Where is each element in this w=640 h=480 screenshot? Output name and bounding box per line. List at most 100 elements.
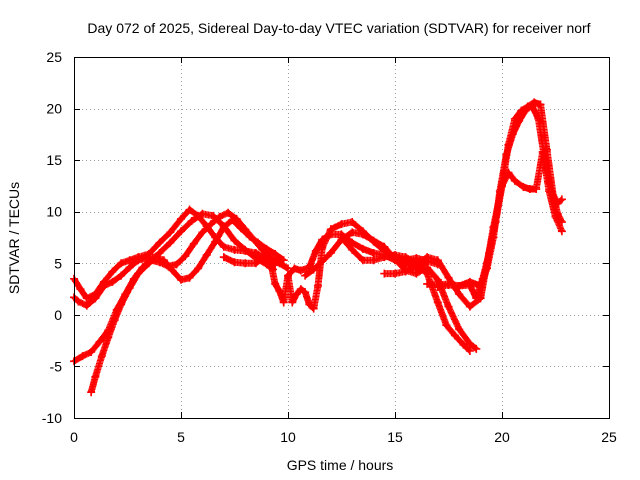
data-point <box>82 294 91 303</box>
data-point <box>478 274 487 283</box>
data-point <box>301 288 310 297</box>
series-track-4 <box>87 209 278 397</box>
data-point <box>358 256 367 265</box>
y-axis-label: SDTVAR / TECUs <box>6 182 22 294</box>
data-point <box>284 271 292 280</box>
data-point <box>209 211 218 220</box>
data-point <box>117 259 126 268</box>
data-point <box>485 248 494 257</box>
data-point <box>380 242 389 251</box>
data-point <box>177 275 185 284</box>
data-point <box>337 233 346 242</box>
data-point <box>305 300 314 309</box>
data-point <box>401 267 410 276</box>
data-point <box>504 140 513 149</box>
data-point <box>108 277 117 286</box>
data-point <box>198 209 207 218</box>
data-point <box>177 214 185 223</box>
data-point <box>185 273 194 282</box>
y-axis: -10 -5 0 5 10 15 20 25 <box>42 49 609 426</box>
data-point <box>465 346 474 355</box>
data-point <box>82 301 91 310</box>
data-point <box>296 285 305 294</box>
data-point <box>369 256 378 265</box>
data-point <box>249 235 258 244</box>
data-point <box>219 253 228 262</box>
data-point <box>455 281 464 290</box>
data-point <box>391 251 399 260</box>
data-points <box>70 98 566 397</box>
data-point <box>523 102 532 111</box>
x-tick-label: 5 <box>177 429 185 445</box>
data-point <box>442 321 451 330</box>
grid-lines <box>74 57 609 418</box>
data-point <box>309 265 318 274</box>
data-point <box>87 347 96 356</box>
y-tick-label: 10 <box>46 204 62 220</box>
data-point <box>288 298 297 307</box>
data-point <box>230 236 239 245</box>
data-point <box>326 248 335 257</box>
data-point <box>76 285 85 294</box>
data-point <box>99 281 108 290</box>
data-point <box>181 252 190 261</box>
data-point <box>189 239 198 248</box>
data-point <box>258 254 267 263</box>
data-point <box>198 228 207 237</box>
x-tick-label: 10 <box>280 429 296 445</box>
data-point <box>472 344 481 353</box>
series-track-11 <box>433 98 566 303</box>
data-point <box>337 220 346 229</box>
data-point <box>542 145 551 154</box>
data-point <box>380 269 389 278</box>
data-point <box>104 333 113 342</box>
plot-frame <box>74 57 610 419</box>
data-point <box>549 192 558 201</box>
data-point <box>211 237 220 246</box>
data-point <box>275 287 284 296</box>
data-point <box>412 269 421 278</box>
data-point <box>262 251 271 260</box>
x-tick-label: 15 <box>387 429 403 445</box>
data-point <box>241 245 250 254</box>
data-point <box>423 253 432 262</box>
data-point <box>230 258 239 267</box>
data-point <box>202 251 211 260</box>
data-point <box>326 225 335 234</box>
y-tick-label: 20 <box>46 101 62 117</box>
data-point <box>155 258 164 267</box>
y-tick-label: -5 <box>50 358 63 374</box>
data-point <box>177 227 185 236</box>
data-point <box>125 263 134 272</box>
data-point <box>292 290 301 299</box>
data-point <box>498 181 506 190</box>
data-point <box>348 245 357 254</box>
data-point <box>224 208 233 217</box>
y-tick-label: 5 <box>54 255 62 271</box>
data-point <box>134 269 143 278</box>
data-point <box>134 256 143 265</box>
data-point <box>459 340 468 349</box>
data-point <box>450 331 459 340</box>
data-point <box>266 259 275 268</box>
data-point <box>557 195 566 204</box>
data-point <box>164 262 173 271</box>
data-point <box>219 242 228 251</box>
data-point <box>117 271 126 280</box>
data-point <box>557 227 566 236</box>
data-point <box>309 304 318 313</box>
data-point <box>519 182 528 191</box>
data-point <box>166 228 175 237</box>
data-point <box>465 302 474 311</box>
data-point <box>241 259 250 268</box>
data-point <box>87 388 96 397</box>
y-tick-label: 25 <box>46 49 62 65</box>
data-point <box>348 228 357 237</box>
data-point <box>155 248 164 257</box>
data-point <box>296 266 305 275</box>
data-point <box>348 218 357 227</box>
data-point <box>358 244 367 253</box>
data-point <box>91 372 100 381</box>
data-point <box>369 248 378 257</box>
